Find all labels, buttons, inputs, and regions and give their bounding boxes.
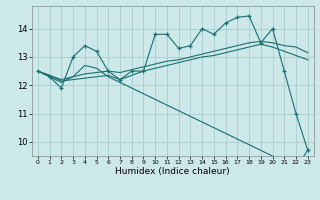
X-axis label: Humidex (Indice chaleur): Humidex (Indice chaleur): [116, 167, 230, 176]
